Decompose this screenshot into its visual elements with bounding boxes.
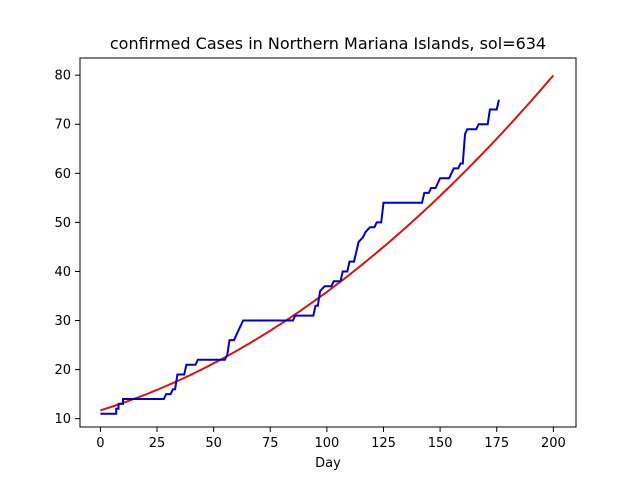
y-tick-label: 80 [54,69,71,84]
series-layer [100,74,555,415]
y-tick-label: 10 [54,412,71,427]
x-tick-label: 25 [149,436,166,451]
chart-title: confirmed Cases in Northern Mariana Isla… [110,34,546,53]
y-tick-label: 40 [54,265,71,280]
x-tick-label: 100 [314,436,339,451]
x-tick-label: 150 [428,436,453,451]
y-axis: 10 20 30 40 50 60 70 80 [54,69,80,427]
x-axis-label: Day [315,456,341,471]
y-tick-label: 70 [54,118,71,133]
x-tick-label: 0 [96,436,104,451]
x-tick-label: 200 [541,436,566,451]
y-tick-label: 60 [54,167,71,182]
y-tick-label: 50 [54,216,71,231]
axes-frame [79,57,577,428]
y-tick-label: 30 [54,314,71,329]
x-axis: 0 25 50 75 100 125 150 175 200 [96,427,566,451]
x-tick-label: 175 [484,436,509,451]
y-tick-label: 20 [54,363,71,378]
x-tick-label: 75 [262,436,279,451]
confirmed-cases-line [100,99,500,415]
x-tick-label: 50 [205,436,222,451]
x-tick-label: 125 [371,436,396,451]
